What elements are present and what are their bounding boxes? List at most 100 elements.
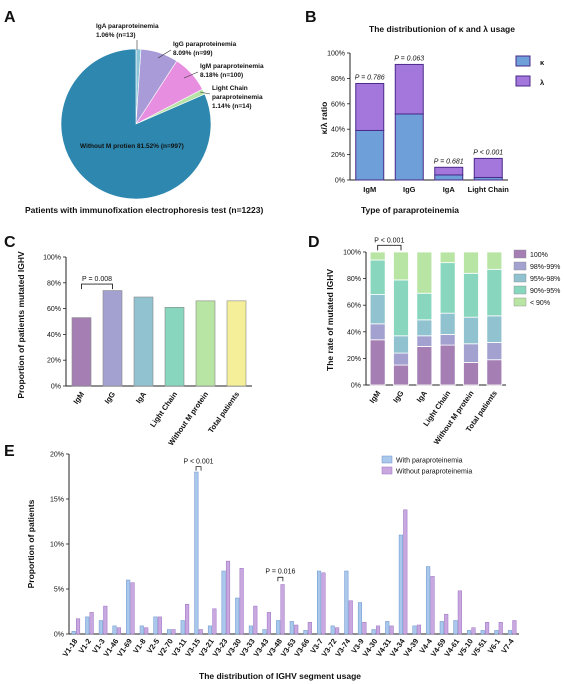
chart-d-bar-igg-100 <box>393 364 409 386</box>
chart-e-bar-v4-34-without <box>403 509 408 635</box>
chart-e-bar-v1-3-with <box>98 620 103 635</box>
chart-b-bar-iga-lambda <box>434 166 464 176</box>
chart-d-bar-total-patients-100 <box>486 359 503 386</box>
pie-chart-a: IgA paraproteinemia 1.06% (n=13) IgG parap… <box>60 23 264 200</box>
chart-e-ylabel: Proportion of patients <box>26 499 36 588</box>
chart-e-bar-v3-33-without <box>253 605 258 635</box>
chart-e-bracket-v3-48 <box>277 576 284 582</box>
chart-e-bar-v3-33-with <box>248 625 253 635</box>
chart-b-ytick-label: 80% <box>331 76 345 83</box>
chart-e-bar-v1-2-with <box>85 616 90 635</box>
chart-d-ytick-label: 20% <box>347 356 361 363</box>
chart-e-bar-v5-10-with <box>467 630 472 635</box>
chart-d-bar-iga-90 <box>416 251 433 294</box>
chart-c-ytick-label: 20% <box>47 358 61 365</box>
chart-d-bar-without-m-protein-90-95 <box>463 272 479 318</box>
chart-e-legend-label: Without paraproteinemia <box>396 469 472 476</box>
chart-e-bar-v4-61-with <box>453 620 458 635</box>
chart-b-legend-label: κ <box>540 58 545 67</box>
chart-e-bar-v3-72-with <box>330 625 335 635</box>
pie-label-without-m-protein: Without M protien 81.52% (n=997) <box>80 143 184 150</box>
chart-d-category-label: IgG <box>391 389 406 405</box>
chart-e-bar-v3-15-with <box>194 471 199 635</box>
chart-d-significance-bracket <box>377 244 402 251</box>
chart-e-bar-v5-51-without <box>485 622 490 635</box>
pie-label-iga-value: 1.06% (n=13) <box>96 32 136 39</box>
chart-e-bar-v6-1-with <box>494 630 499 635</box>
chart-e-bar-v1-69-with <box>126 579 131 635</box>
chart-e-bar-v3-9-without <box>362 622 367 635</box>
chart-d-category-label: IgM <box>368 389 383 405</box>
chart-e-bar-v1-3-without <box>103 605 108 635</box>
chart-e-bar-v3-53-without <box>294 624 299 635</box>
pie-label-igm-value: 8.18% (n=100) <box>200 72 243 79</box>
chart-e-bar-v1-18-with <box>71 631 76 635</box>
chart-e-bar-v1-8-with <box>139 625 144 635</box>
chart-b-bar-light-chain-lambda <box>473 157 503 178</box>
chart-e-category-label: V1-8 <box>131 637 147 655</box>
chart-d-pvalue: P < 0.001 <box>374 237 404 244</box>
chart-e-bar-v3-21-without <box>212 608 217 635</box>
chart-b-bar-iga-kappa <box>434 174 464 181</box>
pie-label-iga: IgA paraproteinemia <box>96 23 159 30</box>
chart-b-category-label: IgG <box>403 185 416 194</box>
chart-e-bar-v3-43-without <box>266 612 271 635</box>
chart-e-bar-v2-5-with <box>153 616 158 635</box>
chart-b: 0% 20% 40% 60% 80% 100% P = 0.786 IgM P = 0.063 I… <box>327 51 545 195</box>
chart-e-bar-v4-39-without <box>416 624 421 635</box>
chart-e-bar-v5-51-with <box>480 630 485 635</box>
chart-d-bar-total-patients-95-98 <box>486 315 503 343</box>
chart-b-ytick-label: 60% <box>331 101 345 108</box>
chart-e-bar-v3-7-with <box>317 570 322 635</box>
chart-d-bar-light-chain-95-98 <box>439 312 456 335</box>
chart-e-ytick-label: 10% <box>50 542 64 549</box>
chart-b-ytick-label: 0% <box>335 178 345 185</box>
chart-e-bar-v4-59-without <box>444 613 449 635</box>
chart-d-bar-igm-100 <box>369 339 386 386</box>
chart-e-bar-v1-18-without <box>75 618 81 635</box>
chart-e-bar-v1-2-without <box>89 612 94 635</box>
chart-e-bar-v7-4-with <box>507 630 513 635</box>
chart-e-bar-v4-31-with <box>385 621 390 635</box>
chart-c-ytick-label: 0% <box>51 384 61 391</box>
chart-e-bar-v1-8-without <box>144 627 149 635</box>
chart-e-bar-v4-39-with <box>412 625 417 635</box>
chart-d-bar-igm-90-95 <box>369 259 386 295</box>
chart-e-bar-v3-21-with <box>207 625 213 635</box>
chart-e-pvalue-v3-15: P < 0.001 <box>184 459 214 466</box>
chart-e-bar-v1-46-without <box>116 627 121 635</box>
chart-e-category-label: V6-1 <box>486 637 502 655</box>
chart-c-category-label: IgA <box>134 390 149 406</box>
panel-letter-e: E <box>4 443 15 460</box>
chart-e-category-label: V5-51 <box>470 637 489 659</box>
chart-e-bar-v3-30-without <box>239 568 244 635</box>
chart-d-legend-label: 98%-99% <box>530 264 560 271</box>
chart-e-bar-v4-59-with <box>439 621 444 635</box>
chart-e-bar-v2-70-without <box>171 629 176 635</box>
chart-e-bar-v4-34-with <box>398 534 403 635</box>
chart-e-bar-v4-4-with <box>426 566 431 635</box>
chart-c-bar-without-m-protein <box>195 300 216 387</box>
chart-e-bar-v3-9-with <box>357 602 363 635</box>
chart-b-pvalue: P = 0.786 <box>355 74 385 81</box>
panel-letter-a: A <box>4 9 16 26</box>
chart-e-ytick-label: 5% <box>54 587 64 594</box>
chart-b-category-label: IgA <box>443 185 456 194</box>
panel-letter-b: B <box>305 9 317 26</box>
chart-b-legend-swatch-kappa <box>515 55 531 67</box>
chart-e-xlabel: The distribution of IGHV segment usage <box>199 671 361 681</box>
chart-d-legend-label: < 90% <box>530 300 550 307</box>
chart-d-ytick-label: 100% <box>343 250 361 257</box>
chart-d-bar-igm-95-98 <box>369 294 386 325</box>
chart-c-category-label: Light Chain <box>148 390 179 429</box>
chart-b-pvalue: P = 0.681 <box>434 158 464 165</box>
chart-b-ytick-label: 40% <box>331 127 345 134</box>
chart-d-bar-iga-100 <box>416 346 433 386</box>
chart-d-bar-igg-98-99 <box>393 352 409 366</box>
pie-label-igg: IgG paraproteinemia <box>173 41 237 48</box>
chart-e-bar-v2-70-with <box>167 629 172 635</box>
chart-d-bar-total-patients-90-95 <box>486 268 503 317</box>
chart-e-bar-v3-7-without <box>321 572 326 635</box>
chart-e-bar-v4-31-without <box>389 625 394 635</box>
chart-d-bar-iga-90-95 <box>416 292 433 321</box>
